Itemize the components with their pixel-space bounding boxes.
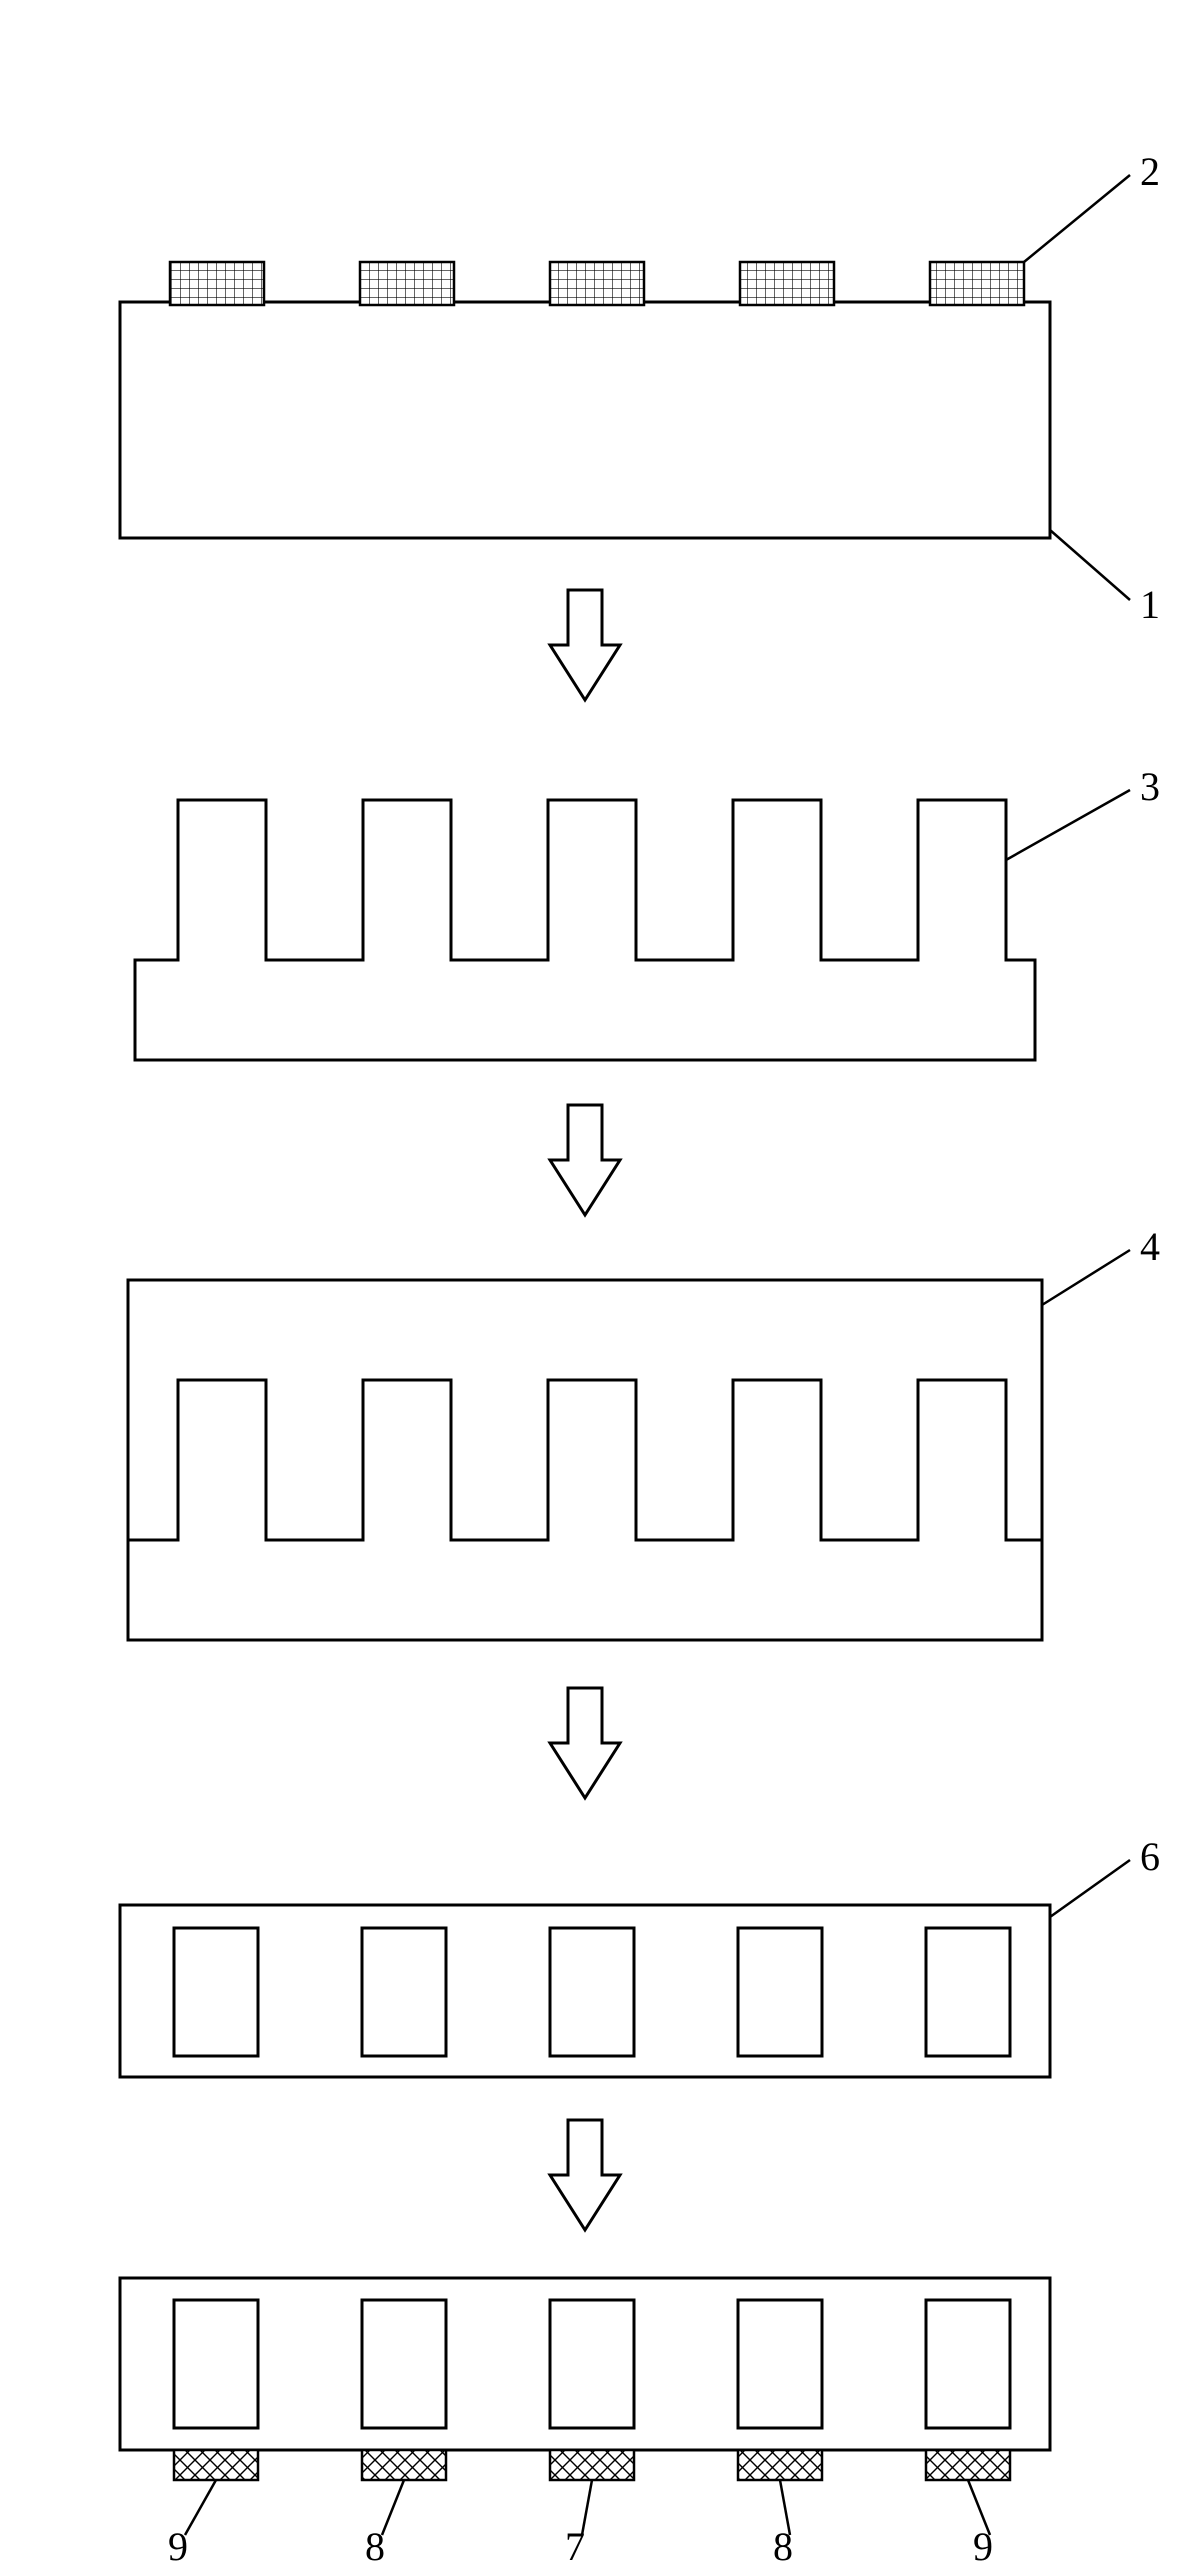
step4-pillar [550, 1928, 634, 2056]
step5-bottom-hatched [926, 2450, 1010, 2480]
step1-mask-block [360, 262, 454, 305]
step5-bottom-hatched [738, 2450, 822, 2480]
down-arrow-icon [550, 590, 620, 700]
down-arrow-icon [550, 1688, 620, 1798]
step4-pillar [738, 1928, 822, 2056]
label-3: 3 [1140, 764, 1160, 809]
label-8-left: 8 [365, 2524, 385, 2562]
step5-pillar [174, 2300, 258, 2428]
step5-pillar [926, 2300, 1010, 2428]
label-2: 2 [1140, 149, 1160, 194]
step1-mask-block [170, 262, 264, 305]
step5-pillar [550, 2300, 634, 2428]
step5-pillar [362, 2300, 446, 2428]
step4-pillar [362, 1928, 446, 2056]
step1-mask-block [550, 262, 644, 305]
label-1: 1 [1140, 582, 1160, 627]
label-6: 6 [1140, 1834, 1160, 1879]
diagram-svg: 1 2 3 4 6 9 8 7 8 9 [0, 0, 1197, 2562]
label-4: 4 [1140, 1224, 1160, 1269]
step1-mask-block [930, 262, 1024, 305]
label-8-right: 8 [773, 2524, 793, 2562]
step5-bottom-hatched [362, 2450, 446, 2480]
step5-pillar [738, 2300, 822, 2428]
label-9-right: 9 [973, 2524, 993, 2562]
down-arrow-icon [550, 1105, 620, 1215]
step5-bottom-hatched [550, 2450, 634, 2480]
step1-mask-block [740, 262, 834, 305]
step2-etched-substrate [135, 800, 1035, 1060]
label-7: 7 [565, 2524, 585, 2562]
step4-pillar [926, 1928, 1010, 2056]
label-9-left: 9 [168, 2524, 188, 2562]
step4-pillar [174, 1928, 258, 2056]
step1-substrate [120, 302, 1050, 538]
step5-bottom-hatched [174, 2450, 258, 2480]
down-arrow-icon [550, 2120, 620, 2230]
